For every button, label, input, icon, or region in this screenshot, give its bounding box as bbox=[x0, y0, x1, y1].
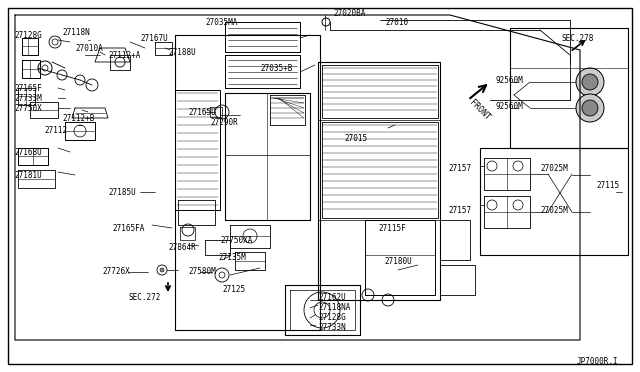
Text: 27135M: 27135M bbox=[218, 253, 246, 263]
Text: 92560M: 92560M bbox=[496, 102, 524, 110]
Text: 27125: 27125 bbox=[222, 285, 245, 295]
Text: SEC.278: SEC.278 bbox=[562, 33, 595, 42]
Text: 27157: 27157 bbox=[448, 164, 471, 173]
Text: 27112+B: 27112+B bbox=[62, 113, 94, 122]
Circle shape bbox=[576, 68, 604, 96]
Text: 27165FA: 27165FA bbox=[112, 224, 145, 232]
Text: 27118NA: 27118NA bbox=[318, 304, 350, 312]
Text: 27188U: 27188U bbox=[168, 48, 196, 57]
Text: 27035MA: 27035MA bbox=[205, 17, 237, 26]
Text: 27733N: 27733N bbox=[318, 324, 346, 333]
Text: 27010A: 27010A bbox=[75, 44, 103, 52]
Text: 27112: 27112 bbox=[44, 125, 67, 135]
Text: 27165F: 27165F bbox=[14, 83, 42, 93]
Circle shape bbox=[576, 94, 604, 122]
Text: 27162U: 27162U bbox=[318, 294, 346, 302]
Text: 27118N: 27118N bbox=[62, 28, 90, 36]
Text: 27165U: 27165U bbox=[188, 108, 216, 116]
Text: 27750XA: 27750XA bbox=[220, 235, 252, 244]
Text: 27168U: 27168U bbox=[14, 148, 42, 157]
Text: 27726X: 27726X bbox=[102, 267, 130, 276]
Text: 27025M: 27025M bbox=[540, 164, 568, 173]
Text: FRONT: FRONT bbox=[468, 98, 492, 122]
Text: 27128G: 27128G bbox=[318, 314, 346, 323]
Text: 27864R: 27864R bbox=[168, 244, 196, 253]
Text: 27128G: 27128G bbox=[14, 31, 42, 39]
Text: SEC.272: SEC.272 bbox=[128, 294, 161, 302]
Text: 27015: 27015 bbox=[344, 134, 367, 142]
Circle shape bbox=[582, 74, 598, 90]
Text: 27181U: 27181U bbox=[14, 170, 42, 180]
Text: 27750X: 27750X bbox=[14, 103, 42, 112]
Circle shape bbox=[160, 268, 164, 272]
Circle shape bbox=[582, 100, 598, 116]
Text: 27157: 27157 bbox=[448, 205, 471, 215]
Text: 27733M: 27733M bbox=[14, 93, 42, 103]
Text: 27185U: 27185U bbox=[108, 187, 136, 196]
Text: 27180U: 27180U bbox=[384, 257, 412, 266]
Text: 27010: 27010 bbox=[385, 17, 408, 26]
Text: 27115F: 27115F bbox=[378, 224, 406, 232]
Text: 27290R: 27290R bbox=[210, 118, 237, 126]
Text: 27020BA: 27020BA bbox=[333, 9, 365, 17]
Text: 27115: 27115 bbox=[596, 180, 619, 189]
Text: 27025M: 27025M bbox=[540, 205, 568, 215]
Text: 27167U: 27167U bbox=[140, 33, 168, 42]
Text: 27580M: 27580M bbox=[188, 267, 216, 276]
Text: 27035+B: 27035+B bbox=[260, 64, 292, 73]
Text: 92560M: 92560M bbox=[496, 76, 524, 84]
Text: 27112+A: 27112+A bbox=[108, 51, 140, 60]
Text: JP7000R.I: JP7000R.I bbox=[577, 357, 618, 366]
